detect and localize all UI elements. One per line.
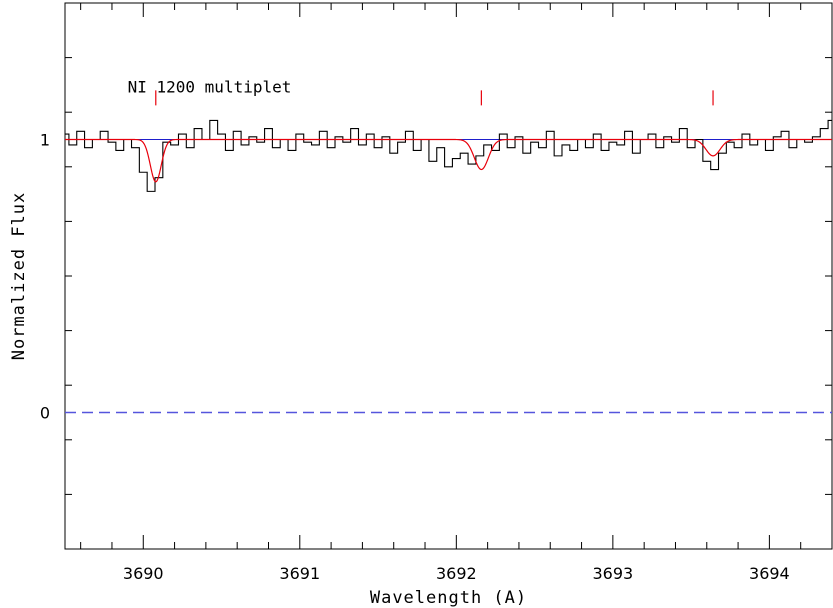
flux-data-histogram [65,119,832,192]
x-axis-label: Wavelength (A) [370,588,527,608]
x-tick-labels: 3690 3691 3692 3693 3694 [123,564,790,583]
x-tick-label: 3693 [592,564,633,583]
y-axis-label: Normalized Flux [9,192,29,361]
x-tick-label: 3692 [436,564,477,583]
line-markers [155,90,714,106]
x-tick-label: 3691 [279,564,320,583]
x-tick-label: 3694 [749,564,790,583]
axis-ticks [65,2,833,550]
x-tick-label: 3690 [123,564,164,583]
y-tick-label: 1 [40,131,50,150]
multiplet-annotation: NI 1200 multiplet [128,77,292,96]
y-tick-labels: 01 [40,131,50,423]
model-fit-curve [65,138,832,183]
y-tick-label: 0 [40,404,50,423]
